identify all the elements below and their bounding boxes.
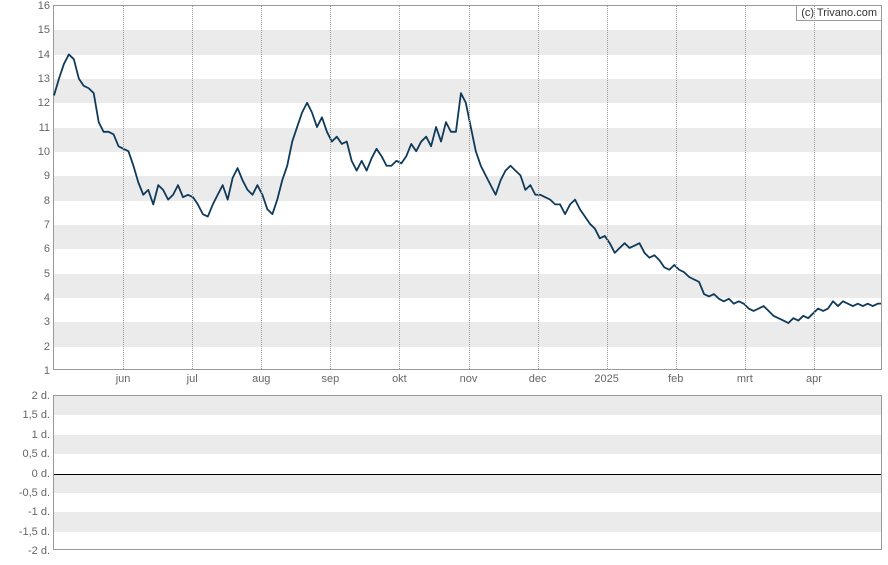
y-axis-label: 10 (38, 146, 50, 158)
x-axis-label: mrt (737, 373, 753, 385)
y-axis-label: 2 (44, 341, 50, 353)
y-axis-label: 0 d. (32, 468, 50, 480)
y-axis-label: 15 (38, 24, 50, 36)
y-axis-label: 5 (44, 268, 50, 280)
x-axis-label: dec (529, 373, 547, 385)
x-gridline (814, 6, 815, 369)
x-gridline (192, 6, 193, 369)
y-axis-label: 1 d. (32, 429, 50, 441)
y-axis-label: 12 (38, 97, 50, 109)
x-axis-label: sep (321, 373, 339, 385)
zero-line (54, 474, 881, 475)
grid-band (54, 512, 881, 531)
grid-band (54, 435, 881, 454)
y-axis-label: 6 (44, 243, 50, 255)
price-chart: (c) Trivano.com 12345678910111213141516j… (53, 5, 882, 370)
y-axis-label: 16 (38, 0, 50, 12)
grid-band (54, 396, 881, 415)
x-axis-label: apr (806, 373, 822, 385)
x-axis-label: 2025 (594, 373, 618, 385)
y-axis-label: 1,5 d. (22, 409, 50, 421)
y-axis-label: -1,5 d. (19, 526, 50, 538)
x-gridline (469, 6, 470, 369)
y-axis-label: 7 (44, 219, 50, 231)
y-axis-label: 0,5 d. (22, 448, 50, 460)
x-gridline (676, 6, 677, 369)
x-gridline (123, 6, 124, 369)
x-gridline (538, 6, 539, 369)
y-axis-label: -1 d. (28, 506, 50, 518)
x-axis-label: jun (116, 373, 131, 385)
x-gridline (607, 6, 608, 369)
x-gridline (261, 6, 262, 369)
y-axis-label: 8 (44, 195, 50, 207)
x-axis-label: feb (668, 373, 683, 385)
y-axis-label: 9 (44, 170, 50, 182)
y-axis-label: -2 d. (28, 545, 50, 557)
x-gridline (399, 6, 400, 369)
y-axis-label: 4 (44, 292, 50, 304)
y-axis-label: 1 (44, 365, 50, 377)
y-axis-label: 3 (44, 316, 50, 328)
x-axis-label: nov (460, 373, 478, 385)
y-axis-label: -0,5 d. (19, 487, 50, 499)
y-axis-label: 13 (38, 73, 50, 85)
grid-band (54, 474, 881, 493)
x-axis-label: aug (252, 373, 270, 385)
x-gridline (330, 6, 331, 369)
y-axis-label: 11 (39, 122, 50, 134)
x-gridline (745, 6, 746, 369)
y-axis-label: 2 d. (32, 390, 50, 402)
x-axis-label: okt (392, 373, 407, 385)
y-axis-label: 14 (38, 49, 50, 61)
price-line (54, 6, 881, 369)
x-axis-label: jul (187, 373, 198, 385)
indicator-chart: 2 d.1,5 d.1 d.0,5 d.0 d.-0,5 d.-1 d.-1,5… (53, 395, 882, 550)
